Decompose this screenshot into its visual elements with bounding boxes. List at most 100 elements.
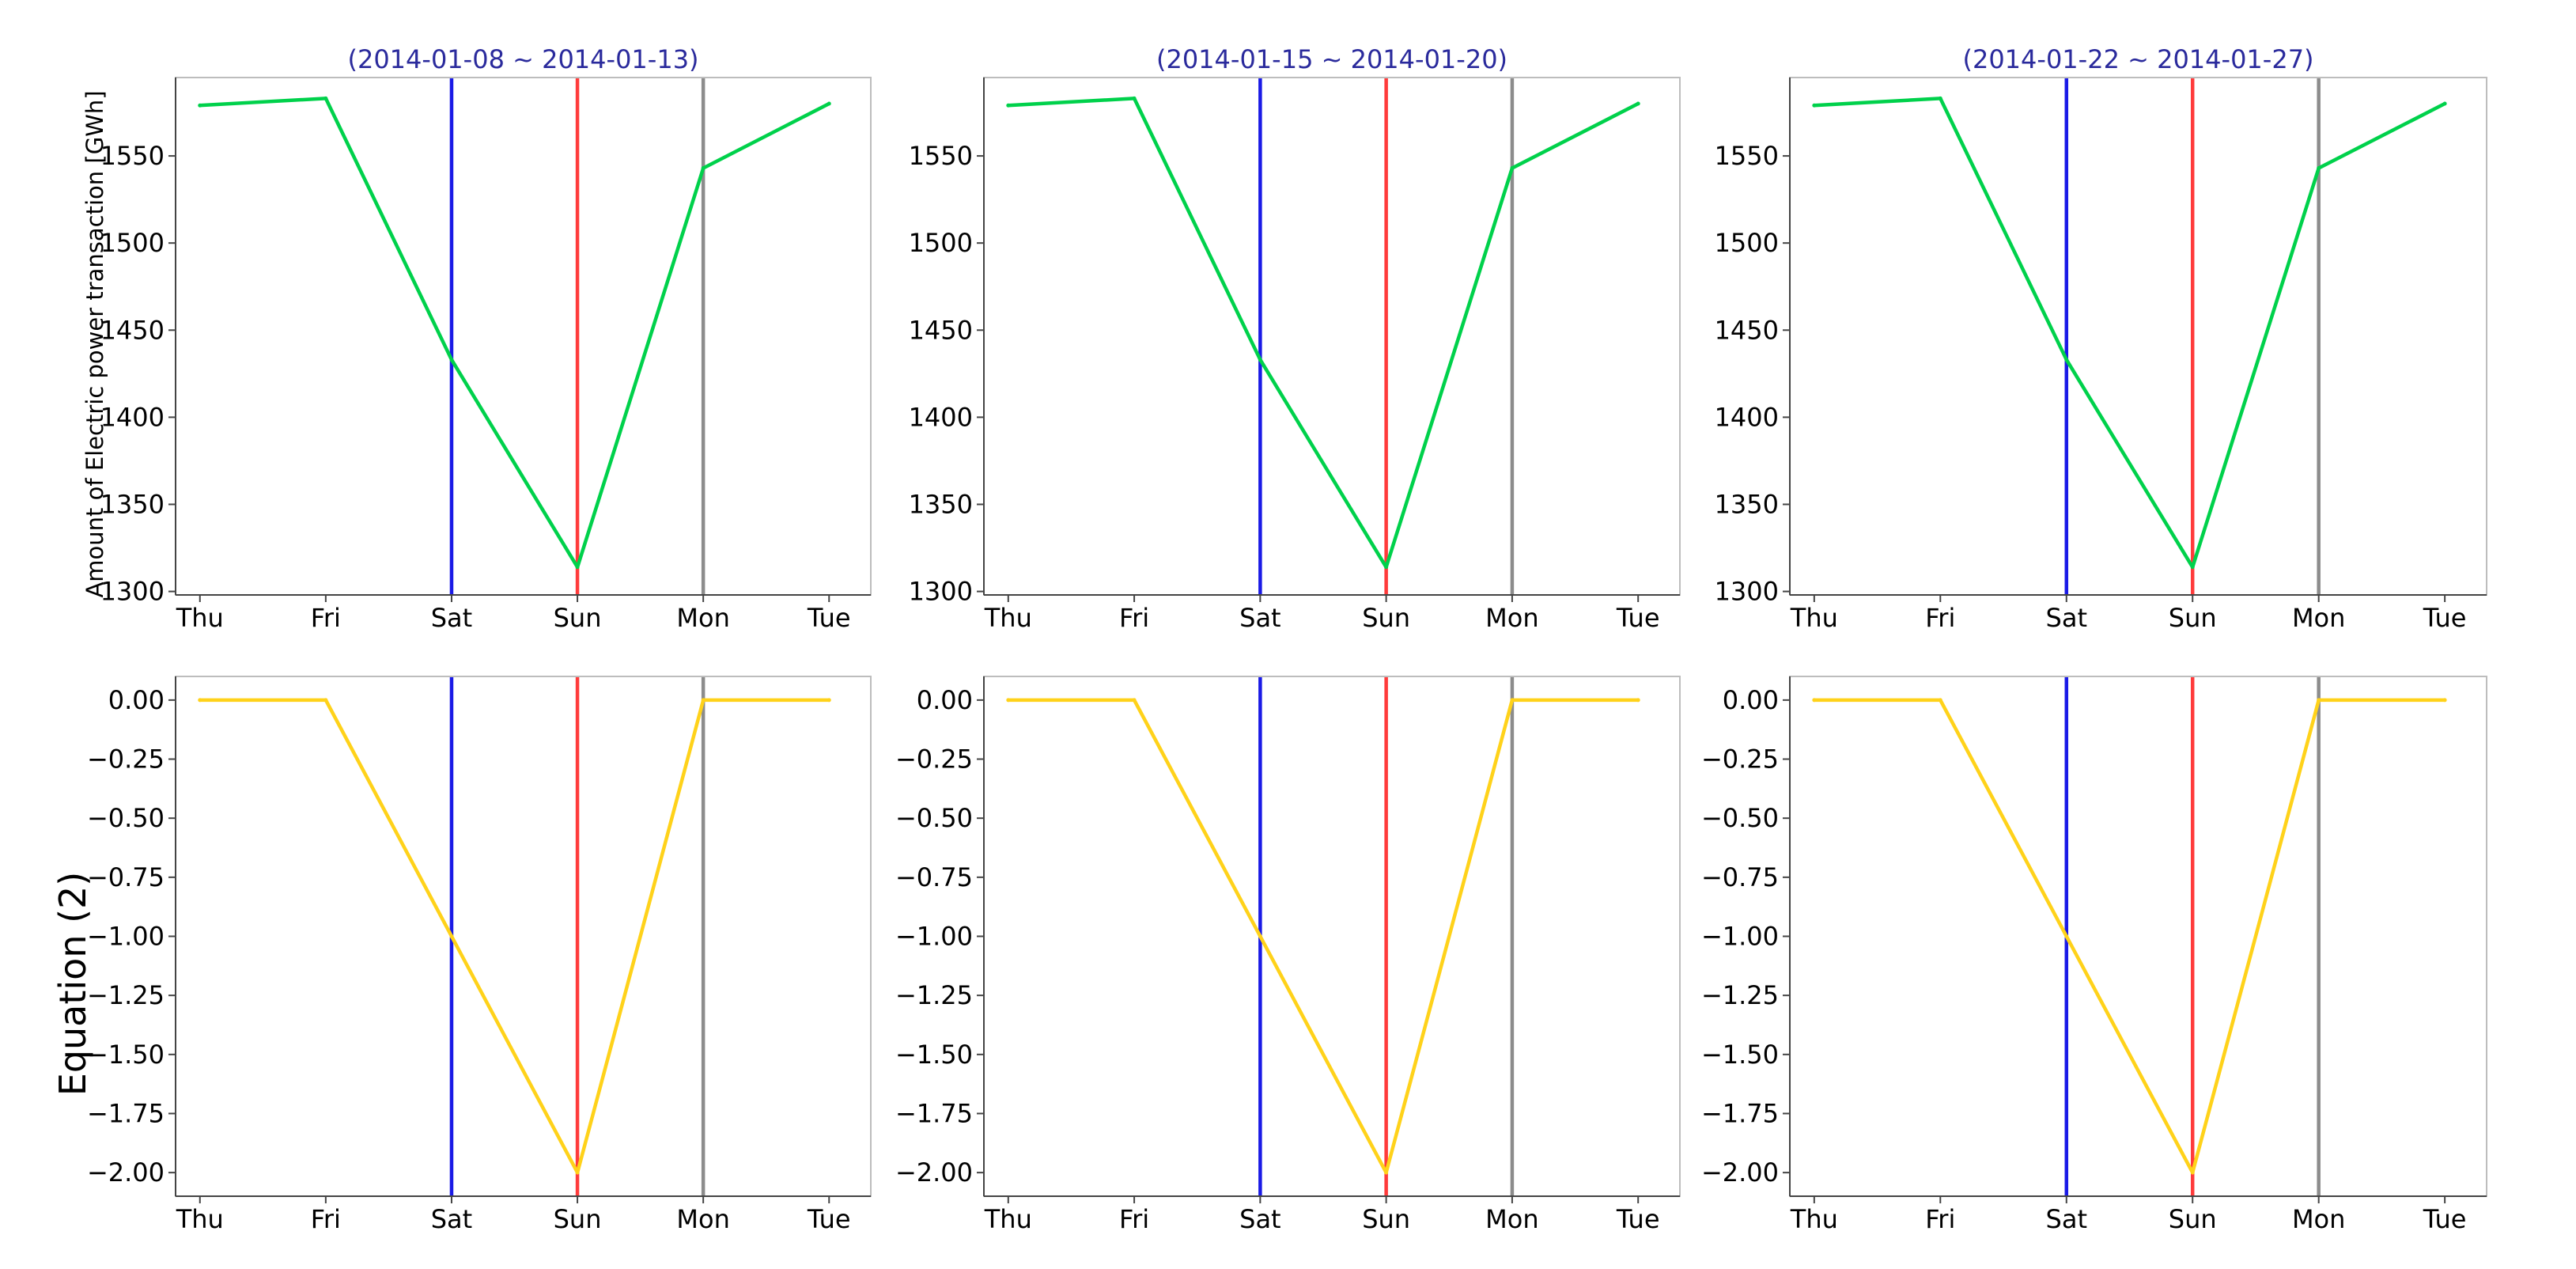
x-tick-label: Thu — [984, 1204, 1032, 1234]
y-axis-label: Amount of Electric power transaction [GW… — [81, 90, 108, 597]
y-tick-label: 1300 — [909, 577, 973, 607]
data-point — [198, 103, 202, 108]
plot-frame — [175, 676, 872, 1197]
y-tick-label: 1300 — [100, 577, 165, 607]
series-line — [199, 97, 830, 570]
y-tick-label: −1.00 — [87, 922, 165, 952]
x-tick-label: Tue — [807, 603, 851, 633]
plot-frame — [983, 676, 1681, 1197]
data-point — [1384, 565, 1389, 570]
x-tick-label: Fri — [311, 603, 341, 633]
data-point — [827, 698, 831, 703]
x-tick-label: Fri — [1925, 603, 1955, 633]
data-point — [2190, 565, 2195, 570]
data-point — [2317, 698, 2321, 703]
x-tick-label: Tue — [1616, 1204, 1660, 1234]
x-tick-label: Mon — [2292, 1204, 2345, 1234]
data-point — [2064, 934, 2069, 938]
y-tick-label: 1400 — [909, 402, 973, 432]
data-point — [1938, 96, 1942, 100]
y-tick-label: −1.25 — [895, 980, 973, 1010]
x-tick-label: Mon — [1485, 1204, 1538, 1234]
y-tick-label: −1.50 — [895, 1040, 973, 1070]
x-tick-label: Mon — [1485, 603, 1538, 633]
y-tick-label: −0.75 — [1701, 862, 1779, 892]
y-tick-label: −1.00 — [1701, 922, 1779, 952]
series-line — [1814, 698, 2445, 1175]
data-point — [1510, 698, 1515, 703]
y-tick-label: −1.50 — [87, 1040, 165, 1070]
x-tick-label: Mon — [2292, 603, 2345, 633]
x-tick-label: Thu — [176, 603, 224, 633]
x-tick-label: Tue — [1616, 603, 1660, 633]
x-tick-label: Sat — [1239, 603, 1280, 633]
y-tick-label: −1.25 — [1701, 980, 1779, 1010]
data-point — [1132, 96, 1137, 100]
x-tick-label: Mon — [676, 603, 729, 633]
y-tick-label: −1.75 — [1701, 1098, 1779, 1128]
y-tick-label: −0.25 — [87, 744, 165, 775]
x-tick-label: Thu — [1790, 1204, 1838, 1234]
panel-title: (2014-01-08 ~ 2014-01-13) — [347, 44, 698, 74]
data-point — [449, 934, 454, 938]
series-line — [1008, 97, 1640, 570]
x-tick-label: Tue — [2423, 603, 2467, 633]
data-point — [701, 698, 705, 703]
data-point — [827, 101, 831, 106]
y-tick-label: −0.25 — [895, 744, 973, 775]
data-point — [1510, 166, 1515, 171]
x-tick-label: Fri — [1925, 1204, 1955, 1234]
data-point — [1132, 698, 1137, 703]
data-point — [1636, 101, 1640, 106]
y-tick-label: 0.00 — [917, 685, 973, 715]
data-point — [575, 1170, 580, 1175]
y-tick-label: 1550 — [909, 141, 973, 171]
y-tick-label: −2.00 — [1701, 1157, 1779, 1188]
x-tick-label: Sun — [2169, 603, 2217, 633]
data-point — [2317, 166, 2321, 171]
x-tick-label: Sat — [431, 1204, 472, 1234]
data-point — [1636, 698, 1640, 703]
y-tick-label: 1350 — [100, 489, 165, 519]
y-tick-label: 1350 — [1715, 489, 1779, 519]
y-tick-label: 1300 — [1715, 577, 1779, 607]
x-tick-label: Sat — [2046, 1204, 2087, 1234]
plot-frame — [983, 77, 1681, 596]
x-tick-label: Sat — [1239, 1204, 1280, 1234]
plot-frame — [175, 77, 872, 596]
y-tick-label: 1450 — [100, 315, 165, 345]
y-tick-label: −0.50 — [1701, 803, 1779, 833]
y-tick-label: −1.25 — [87, 980, 165, 1010]
y-tick-label: 0.00 — [1723, 685, 1779, 715]
y-tick-label: 1500 — [100, 228, 165, 258]
x-tick-label: Tue — [807, 1204, 851, 1234]
y-tick-label: 1450 — [1715, 315, 1779, 345]
y-tick-label: −0.50 — [87, 803, 165, 833]
data-point — [323, 96, 328, 100]
y-tick-label: −2.00 — [895, 1157, 973, 1188]
x-tick-label: Thu — [176, 1204, 224, 1234]
y-tick-label: 1400 — [1715, 402, 1779, 432]
y-tick-label: −1.50 — [1701, 1040, 1779, 1070]
y-tick-label: 1550 — [1715, 141, 1779, 171]
x-tick-label: Fri — [1119, 603, 1149, 633]
plot-frame — [1789, 676, 2487, 1197]
x-tick-label: Tue — [2423, 1204, 2467, 1234]
y-tick-label: 1550 — [100, 141, 165, 171]
x-tick-label: Sat — [431, 603, 472, 633]
data-point — [1812, 103, 1817, 108]
y-tick-label: −0.50 — [895, 803, 973, 833]
data-point — [2442, 698, 2447, 703]
x-tick-label: Sat — [2046, 603, 2087, 633]
panel-title: (2014-01-22 ~ 2014-01-27) — [1962, 44, 2313, 74]
y-tick-label: −0.25 — [1701, 744, 1779, 775]
series-line — [1008, 698, 1639, 1175]
x-tick-label: Sun — [554, 1204, 602, 1234]
x-tick-label: Sun — [2169, 1204, 2217, 1234]
data-point — [701, 166, 705, 171]
x-tick-label: Sun — [1362, 603, 1410, 633]
data-point — [323, 698, 328, 703]
data-point — [2442, 101, 2447, 106]
data-point — [1006, 698, 1011, 703]
